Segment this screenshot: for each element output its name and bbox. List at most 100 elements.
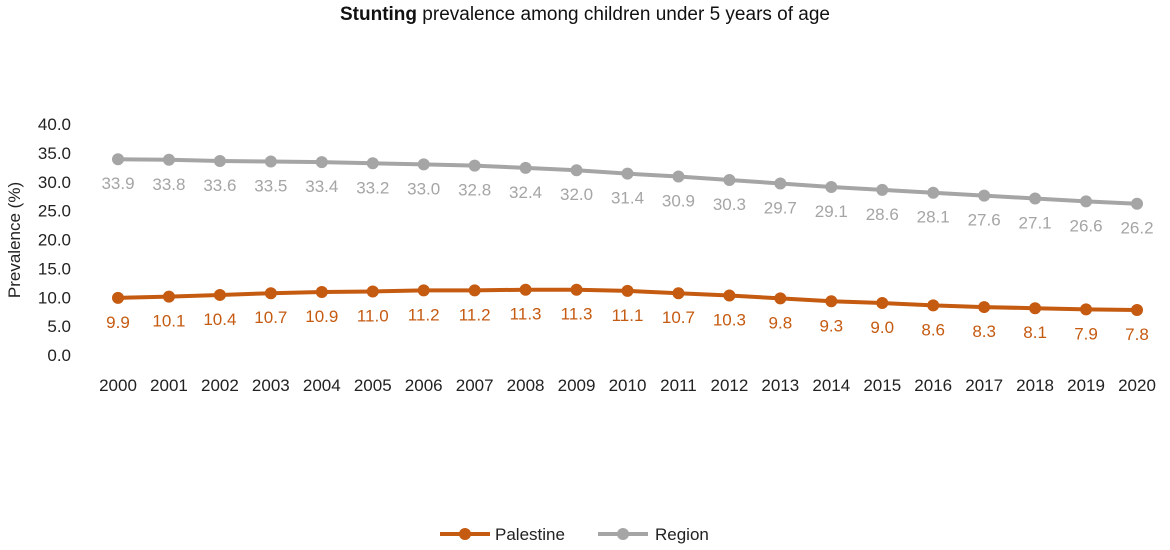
x-tick-label: 2003 bbox=[252, 376, 290, 395]
y-tick-label: 40.0 bbox=[38, 115, 71, 134]
x-tick-label: 2014 bbox=[812, 376, 850, 395]
data-label-region: 32.4 bbox=[509, 183, 542, 202]
x-tick-label: 2010 bbox=[609, 376, 647, 395]
y-tick-label: 20.0 bbox=[38, 231, 71, 250]
x-tick-label: 2008 bbox=[507, 376, 545, 395]
y-tick-label: 0.0 bbox=[47, 346, 71, 365]
data-label-palestine: 11.3 bbox=[510, 305, 542, 324]
data-label-region: 32.0 bbox=[560, 185, 593, 204]
data-label-palestine: 10.4 bbox=[203, 310, 236, 329]
data-point-palestine bbox=[112, 291, 124, 304]
chart-title-rest: prevalence among children under 5 years … bbox=[417, 4, 830, 25]
data-label-palestine: 9.8 bbox=[769, 313, 793, 332]
data-label-palestine: 10.7 bbox=[254, 308, 287, 327]
data-label-palestine: 9.3 bbox=[819, 316, 843, 335]
data-point-palestine bbox=[315, 286, 328, 299]
x-tick-label: 2020 bbox=[1118, 376, 1156, 395]
data-point-region bbox=[876, 183, 889, 196]
x-tick-label: 2011 bbox=[660, 376, 697, 395]
data-label-region: 28.6 bbox=[866, 205, 899, 224]
legend-marker-palestine bbox=[459, 528, 471, 540]
data-label-palestine: 7.9 bbox=[1074, 324, 1098, 343]
data-point-region bbox=[723, 174, 736, 187]
y-tick-label: 25.0 bbox=[38, 202, 71, 221]
data-point-palestine bbox=[621, 284, 634, 297]
x-tick-label: 2004 bbox=[303, 376, 341, 395]
data-label-region: 29.1 bbox=[815, 202, 848, 221]
data-label-palestine: 10.3 bbox=[713, 311, 746, 330]
data-point-region bbox=[162, 153, 175, 166]
data-label-region: 27.6 bbox=[968, 211, 1001, 230]
x-tick-label: 2017 bbox=[965, 376, 1003, 395]
x-tick-label: 2007 bbox=[456, 376, 494, 395]
data-point-palestine bbox=[519, 283, 532, 296]
x-tick-label: 2016 bbox=[914, 376, 952, 395]
legend: Palestine Region bbox=[440, 525, 709, 544]
data-label-palestine: 9.9 bbox=[106, 313, 130, 332]
legend-label-palestine: Palestine bbox=[495, 525, 565, 544]
y-axis: 0.0 5.0 10.0 15.0 20.0 25.0 30.0 35.0 40.0 bbox=[38, 115, 71, 365]
data-label-palestine: 7.8 bbox=[1125, 325, 1149, 344]
x-tick-label: 2006 bbox=[405, 376, 443, 395]
data-point-palestine bbox=[876, 297, 889, 310]
chart-title: Stunting prevalence among children under… bbox=[0, 4, 1170, 26]
data-point-region bbox=[825, 180, 838, 193]
data-point-region bbox=[417, 158, 430, 171]
data-point-region bbox=[213, 154, 226, 167]
data-point-palestine bbox=[978, 301, 991, 314]
x-tick-label: 2019 bbox=[1067, 376, 1105, 395]
data-point-region bbox=[1131, 197, 1143, 210]
x-tick-label: 2005 bbox=[354, 376, 392, 395]
data-label-region: 26.2 bbox=[1120, 219, 1153, 238]
x-tick-label: 2015 bbox=[863, 376, 901, 395]
data-label-region: 33.9 bbox=[101, 174, 134, 193]
data-label-palestine: 8.3 bbox=[972, 322, 996, 341]
data-point-region bbox=[1080, 195, 1093, 208]
y-tick-label: 5.0 bbox=[47, 317, 71, 336]
y-tick-label: 10.0 bbox=[38, 288, 71, 307]
data-point-region bbox=[366, 157, 379, 170]
data-point-region bbox=[672, 170, 685, 183]
data-label-palestine: 8.1 bbox=[1023, 323, 1047, 342]
x-axis: 2000 2001 2002 2003 2004 2005 2006 2007 2008 2009… bbox=[99, 376, 1156, 395]
data-point-palestine bbox=[825, 295, 838, 308]
plot-area: 9.9 10.1 10.4 10.7 10.9 11.0 11.2 11.2 11.3 11.3 1… bbox=[101, 153, 1154, 344]
data-label-region: 29.7 bbox=[764, 198, 797, 217]
data-point-palestine bbox=[213, 288, 226, 301]
data-label-palestine: 11.0 bbox=[357, 306, 389, 325]
data-label-region: 30.9 bbox=[662, 192, 695, 211]
data-point-palestine bbox=[1029, 302, 1042, 315]
x-tick-label: 2013 bbox=[761, 376, 799, 395]
data-point-region bbox=[315, 156, 328, 169]
data-point-region bbox=[112, 153, 124, 166]
data-label-region: 27.1 bbox=[1019, 213, 1052, 232]
legend-label-region: Region bbox=[655, 525, 709, 544]
data-label-region: 28.1 bbox=[917, 208, 950, 227]
data-point-region bbox=[468, 159, 481, 172]
data-label-region: 32.8 bbox=[458, 181, 491, 200]
data-point-region bbox=[519, 161, 532, 174]
x-tick-label: 2012 bbox=[710, 376, 748, 395]
data-label-palestine: 11.3 bbox=[561, 305, 593, 324]
data-label-region: 33.0 bbox=[407, 179, 440, 198]
chart-title-bold: Stunting bbox=[339, 4, 418, 25]
data-label-region: 33.8 bbox=[152, 175, 185, 194]
data-label-region: 30.3 bbox=[713, 195, 746, 214]
data-point-palestine bbox=[927, 299, 940, 312]
y-tick-label: 35.0 bbox=[38, 144, 71, 163]
data-label-palestine: 11.2 bbox=[459, 305, 491, 324]
x-tick-label: 2001 bbox=[150, 376, 188, 395]
data-point-palestine bbox=[417, 284, 430, 297]
data-label-palestine: 11.2 bbox=[408, 305, 440, 324]
data-point-region bbox=[774, 177, 787, 190]
data-point-palestine bbox=[774, 292, 787, 305]
data-point-region bbox=[1029, 192, 1042, 205]
data-point-palestine bbox=[1131, 303, 1143, 316]
data-point-region bbox=[621, 167, 634, 180]
data-label-palestine: 10.1 bbox=[152, 312, 185, 331]
data-label-palestine: 10.7 bbox=[662, 308, 695, 327]
data-label-region: 33.6 bbox=[203, 176, 236, 195]
data-point-region bbox=[570, 164, 583, 177]
x-tick-label: 2018 bbox=[1016, 376, 1054, 395]
